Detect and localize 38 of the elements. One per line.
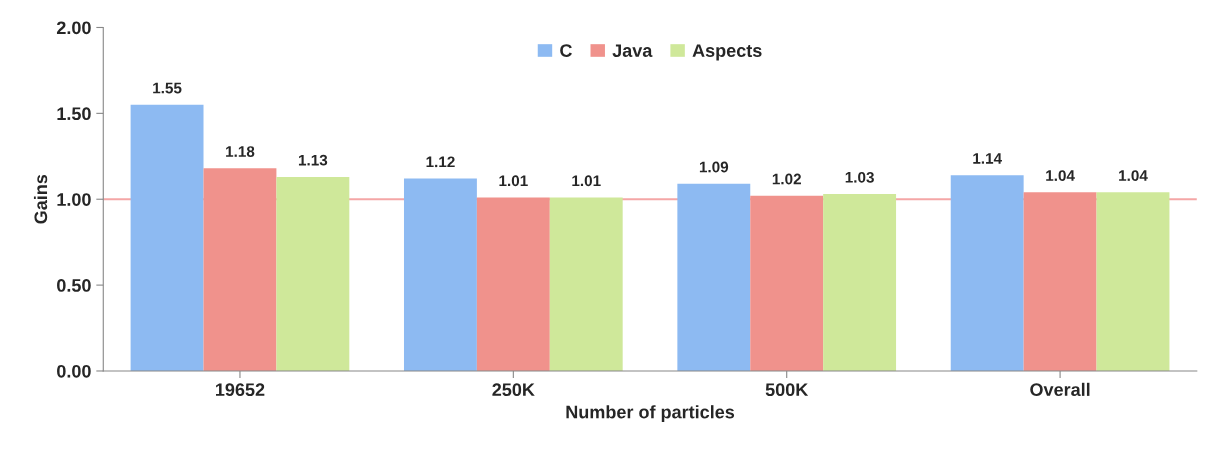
- y-tick-label: 1.00: [57, 193, 91, 206]
- bar: [950, 175, 1024, 371]
- bar: [403, 178, 477, 371]
- x-tick-label: 500K: [765, 383, 809, 397]
- bar: [476, 197, 550, 371]
- legend-label: Aspects: [692, 44, 762, 61]
- data-label: 1.09: [699, 161, 729, 173]
- data-label: 1.55: [153, 82, 182, 94]
- bar: [823, 194, 897, 371]
- data-label: 1.01: [572, 175, 601, 187]
- legend-label: C: [560, 44, 572, 57]
- bar: [276, 176, 350, 371]
- y-tick-label: 1.50: [57, 107, 91, 121]
- y-axis-title: Gains: [33, 174, 48, 224]
- data-label: 1.12: [426, 156, 455, 168]
- legend-label: Java: [612, 44, 653, 57]
- x-tick-label: 250K: [492, 383, 535, 397]
- x-tick-label: 19652: [216, 383, 265, 397]
- data-label: 1.14: [973, 153, 1002, 164]
- bar: [130, 104, 204, 371]
- data-label: 1.13: [298, 154, 328, 166]
- data-label: 1.18: [226, 146, 255, 157]
- y-tick-label: 2.00: [56, 21, 91, 35]
- x-tick-label: Overall: [1030, 382, 1090, 397]
- bar: [549, 197, 623, 371]
- data-label: 1.01: [499, 175, 528, 187]
- y-tick-label: 0.50: [57, 279, 91, 292]
- bar: [1096, 192, 1170, 371]
- bar: [750, 195, 824, 371]
- data-label: 1.02: [772, 173, 801, 185]
- bar: [1023, 192, 1097, 371]
- bar: [677, 183, 751, 371]
- x-axis-title: Number of particles: [566, 405, 735, 422]
- bar: [203, 168, 277, 371]
- data-label: 1.04: [1046, 170, 1075, 182]
- data-label: 1.03: [845, 171, 874, 183]
- data-label: 1.04: [1119, 170, 1148, 182]
- y-tick-label: 0.00: [57, 364, 91, 378]
